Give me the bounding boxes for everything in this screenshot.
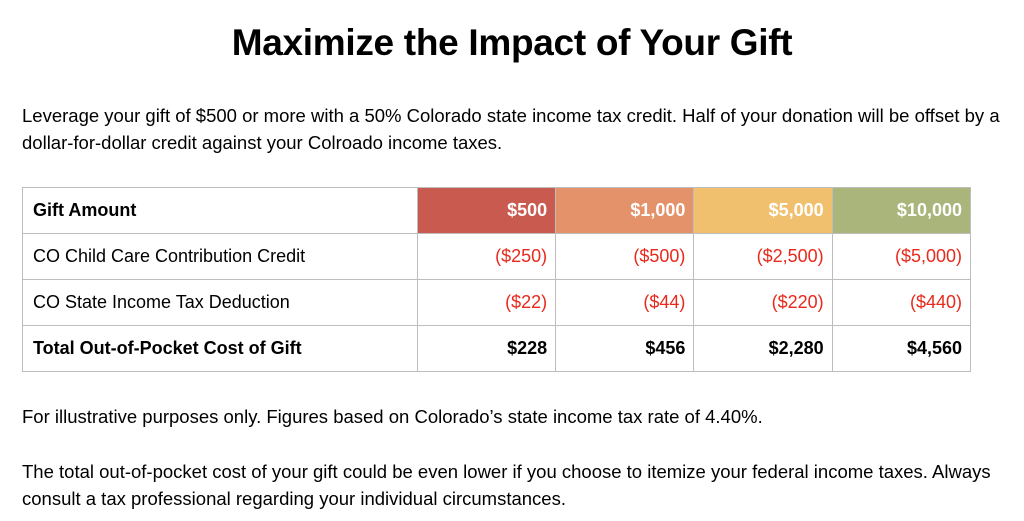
total-value: $228 bbox=[416, 325, 557, 372]
table-total-row: Total Out-of-Pocket Cost of Gift $228 $4… bbox=[22, 325, 972, 372]
deduction-value: ($22) bbox=[416, 279, 557, 326]
table-row: CO Child Care Contribution Credit ($250)… bbox=[22, 233, 972, 280]
gift-amount-1000: $1,000 bbox=[555, 187, 695, 234]
total-value: $456 bbox=[555, 325, 695, 372]
row-label-credit: CO Child Care Contribution Credit bbox=[22, 233, 418, 280]
row-label-deduction: CO State Income Tax Deduction bbox=[22, 279, 418, 326]
row-label-total: Total Out-of-Pocket Cost of Gift bbox=[22, 325, 418, 372]
intro-paragraph: Leverage your gift of $500 or more with … bbox=[22, 105, 1000, 153]
credit-value: ($250) bbox=[416, 233, 557, 280]
gift-impact-table: Gift Amount $500 $1,000 $5,000 $10,000 C… bbox=[22, 187, 972, 372]
disclaimer-paragraph: The total out-of-pocket cost of your gif… bbox=[22, 461, 991, 509]
credit-value: ($2,500) bbox=[693, 233, 833, 280]
gift-amount-10000: $10,000 bbox=[831, 187, 972, 234]
credit-value: ($500) bbox=[555, 233, 695, 280]
gift-amount-500: $500 bbox=[416, 187, 557, 234]
gift-amount-5000: $5,000 bbox=[693, 187, 833, 234]
deduction-value: ($44) bbox=[555, 279, 695, 326]
deduction-value: ($440) bbox=[831, 279, 972, 326]
table-header-row: Gift Amount $500 $1,000 $5,000 $10,000 bbox=[22, 187, 972, 234]
page-title: Maximize the Impact of Your Gift bbox=[231, 22, 793, 63]
deduction-value: ($220) bbox=[693, 279, 833, 326]
credit-value: ($5,000) bbox=[831, 233, 972, 280]
table-row: CO State Income Tax Deduction ($22) ($44… bbox=[22, 279, 972, 326]
total-value: $2,280 bbox=[693, 325, 833, 372]
illustrative-note: For illustrative purposes only. Figures … bbox=[22, 406, 763, 427]
header-label-cell: Gift Amount bbox=[22, 187, 418, 234]
total-value: $4,560 bbox=[831, 325, 972, 372]
